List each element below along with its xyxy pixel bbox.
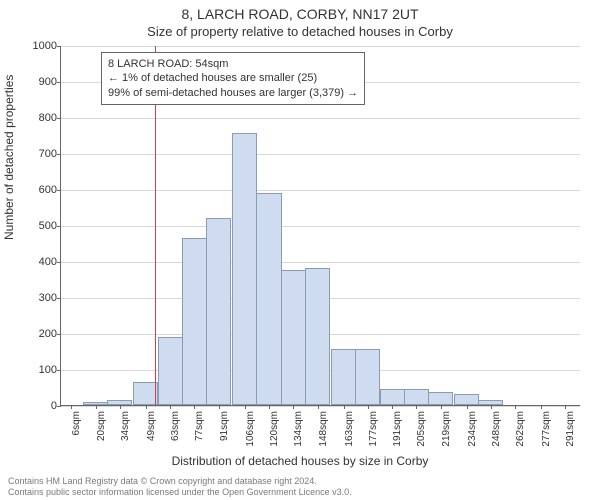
- x-tick-label: 106sqm: [245, 411, 256, 447]
- x-tick-mark: [71, 405, 72, 409]
- y-tick-mark: [57, 370, 61, 371]
- x-tick-mark: [491, 405, 492, 409]
- x-tick-mark: [441, 405, 442, 409]
- x-tick-mark: [541, 405, 542, 409]
- y-tick-label: 1000: [17, 40, 57, 52]
- histogram-bar: [404, 389, 429, 405]
- x-axis-label: Distribution of detached houses by size …: [0, 454, 600, 468]
- y-axis-label: Number of detached properties: [2, 75, 16, 240]
- x-tick-mark: [565, 405, 566, 409]
- x-tick-label: 120sqm: [269, 411, 280, 447]
- histogram-bar: [428, 392, 453, 405]
- x-tick-mark: [170, 405, 171, 409]
- footer-line-1: Contains HM Land Registry data © Crown c…: [8, 476, 592, 487]
- x-tick-label: 148sqm: [318, 411, 329, 447]
- x-tick-label: 134sqm: [293, 411, 304, 447]
- histogram-bar: [182, 238, 207, 405]
- y-gridline: [61, 118, 580, 119]
- histogram-bar: [232, 133, 257, 405]
- x-tick-mark: [318, 405, 319, 409]
- y-tick-mark: [57, 262, 61, 263]
- y-gridline: [61, 190, 580, 191]
- y-tick-mark: [57, 226, 61, 227]
- y-gridline: [61, 262, 580, 263]
- x-tick-label: 91sqm: [219, 411, 230, 441]
- x-tick-label: 291sqm: [565, 411, 576, 447]
- x-tick-label: 219sqm: [441, 411, 452, 447]
- footer-line-2: Contains public sector information licen…: [8, 487, 592, 498]
- x-tick-mark: [245, 405, 246, 409]
- x-tick-mark: [467, 405, 468, 409]
- x-tick-mark: [344, 405, 345, 409]
- x-tick-mark: [146, 405, 147, 409]
- y-tick-label: 600: [17, 184, 57, 196]
- annotation-line-1: 8 LARCH ROAD: 54sqm: [108, 57, 358, 71]
- x-tick-label: 49sqm: [146, 411, 157, 441]
- x-tick-label: 277sqm: [541, 411, 552, 447]
- x-tick-label: 34sqm: [120, 411, 131, 441]
- x-tick-mark: [96, 405, 97, 409]
- x-tick-label: 248sqm: [491, 411, 502, 447]
- histogram-bar: [331, 349, 356, 405]
- x-tick-mark: [120, 405, 121, 409]
- y-gridline: [61, 226, 580, 227]
- y-tick-mark: [57, 334, 61, 335]
- y-tick-label: 800: [17, 112, 57, 124]
- histogram-chart: 8, LARCH ROAD, CORBY, NN17 2UT Size of p…: [0, 0, 600, 500]
- y-tick-label: 200: [17, 328, 57, 340]
- annotation-line-2: ← 1% of detached houses are smaller (25): [108, 71, 358, 85]
- x-tick-label: 262sqm: [515, 411, 526, 447]
- x-tick-label: 234sqm: [467, 411, 478, 447]
- y-gridline: [61, 154, 580, 155]
- y-gridline: [61, 46, 580, 47]
- y-tick-mark: [57, 46, 61, 47]
- x-tick-label: 20sqm: [96, 411, 107, 441]
- y-tick-label: 500: [17, 220, 57, 232]
- y-tick-label: 300: [17, 292, 57, 304]
- annotation-line-3: 99% of semi-detached houses are larger (…: [108, 86, 358, 100]
- x-tick-label: 6sqm: [71, 411, 82, 435]
- y-tick-mark: [57, 190, 61, 191]
- y-tick-mark: [57, 406, 61, 407]
- x-tick-label: 163sqm: [344, 411, 355, 447]
- histogram-bar: [206, 218, 231, 405]
- y-tick-label: 900: [17, 76, 57, 88]
- y-tick-label: 100: [17, 364, 57, 376]
- x-tick-mark: [392, 405, 393, 409]
- x-tick-label: 191sqm: [392, 411, 403, 447]
- x-tick-mark: [416, 405, 417, 409]
- histogram-bar: [355, 349, 380, 405]
- chart-title-main: 8, LARCH ROAD, CORBY, NN17 2UT: [0, 6, 600, 22]
- x-tick-mark: [269, 405, 270, 409]
- y-tick-mark: [57, 154, 61, 155]
- y-tick-mark: [57, 118, 61, 119]
- x-tick-label: 205sqm: [416, 411, 427, 447]
- histogram-bar: [281, 270, 306, 405]
- x-tick-mark: [194, 405, 195, 409]
- y-gridline: [61, 406, 580, 407]
- y-tick-mark: [57, 298, 61, 299]
- y-tick-label: 0: [17, 400, 57, 412]
- y-tick-label: 400: [17, 256, 57, 268]
- histogram-bar: [380, 389, 405, 405]
- histogram-bar: [256, 193, 281, 405]
- x-tick-label: 177sqm: [368, 411, 379, 447]
- histogram-bar: [454, 394, 479, 405]
- histogram-bar: [158, 337, 183, 405]
- annotation-box: 8 LARCH ROAD: 54sqm ← 1% of detached hou…: [101, 52, 365, 105]
- x-tick-mark: [368, 405, 369, 409]
- x-tick-label: 63sqm: [170, 411, 181, 441]
- y-tick-mark: [57, 82, 61, 83]
- plot-area: 010020030040050060070080090010006sqm20sq…: [60, 46, 580, 406]
- x-tick-mark: [293, 405, 294, 409]
- y-tick-label: 700: [17, 148, 57, 160]
- footer-attribution: Contains HM Land Registry data © Crown c…: [8, 476, 592, 498]
- x-tick-label: 77sqm: [194, 411, 205, 441]
- x-tick-mark: [515, 405, 516, 409]
- x-tick-mark: [219, 405, 220, 409]
- chart-title-sub: Size of property relative to detached ho…: [0, 24, 600, 39]
- histogram-bar: [305, 268, 330, 405]
